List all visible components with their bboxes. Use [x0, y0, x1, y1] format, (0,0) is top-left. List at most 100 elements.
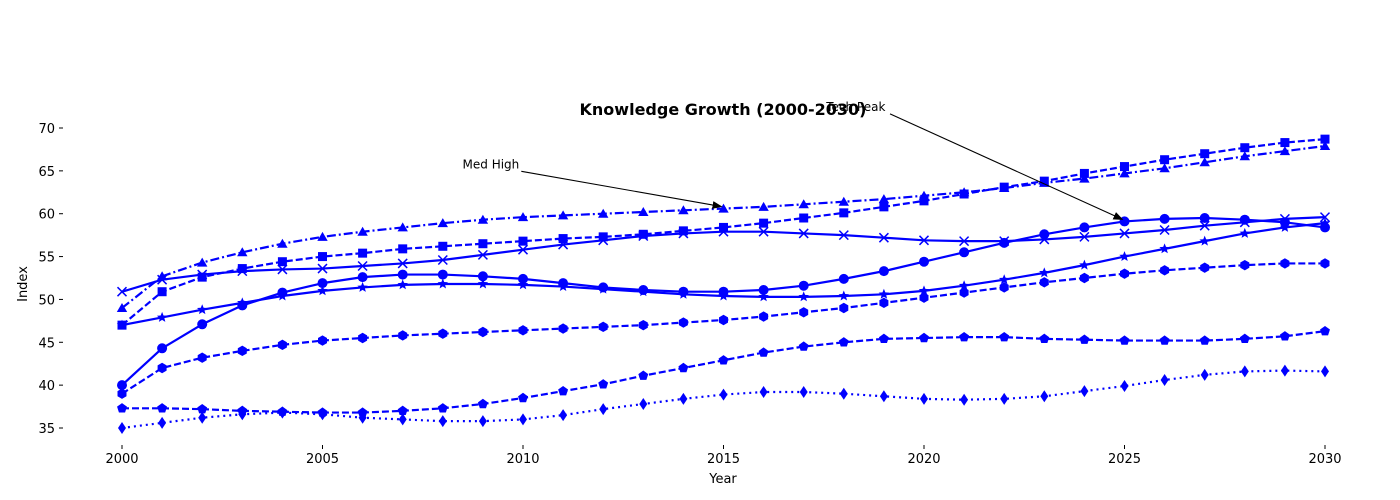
data-point [398, 413, 407, 426]
data-point [1120, 380, 1129, 392]
data-point [1159, 163, 1170, 173]
data-point [1200, 368, 1209, 381]
data-point [517, 279, 529, 290]
data-point [1079, 272, 1089, 284]
data-point [117, 403, 127, 413]
data-point [1079, 259, 1090, 270]
y-tick-label: 65 [38, 165, 55, 180]
data-point [878, 194, 890, 204]
data-point [437, 403, 448, 413]
data-point [1319, 217, 1331, 228]
data-point [719, 388, 728, 401]
x-axis: 2000 2005 2010 2015 2020 2025 2030 [105, 445, 1342, 467]
data-point [798, 280, 809, 291]
data-point [638, 207, 649, 216]
data-point [1199, 235, 1210, 246]
data-point [598, 379, 609, 389]
data-point [799, 307, 809, 318]
data-point [558, 385, 569, 396]
data-point [1039, 176, 1049, 186]
annotation-arrow [889, 113, 1124, 220]
data-point [599, 403, 608, 416]
x-tick-label: 2010 [506, 452, 539, 467]
data-point [838, 290, 850, 301]
data-point [1160, 265, 1170, 276]
data-point [1240, 143, 1250, 153]
data-point [1239, 151, 1250, 161]
data-point [1321, 365, 1329, 378]
data-point [718, 290, 729, 301]
data-point [1079, 168, 1089, 178]
data-point [438, 415, 447, 428]
data-point [397, 279, 408, 290]
series-8 [118, 364, 1329, 434]
data-point [959, 236, 970, 247]
data-point [918, 285, 930, 296]
data-point [838, 273, 849, 284]
data-point [998, 274, 1010, 285]
data-point [1279, 146, 1291, 156]
data-point [879, 390, 888, 403]
data-point [597, 283, 609, 294]
data-point [559, 409, 568, 422]
data-point [478, 326, 488, 338]
data-point [1199, 213, 1210, 223]
y-axis: 35 40 45 50 55 60 65 70 [38, 122, 63, 437]
data-point [1319, 141, 1331, 150]
data-point [1119, 228, 1130, 239]
data-point [799, 386, 808, 398]
data-point [1239, 217, 1250, 228]
data-point [1039, 277, 1049, 288]
data-point [116, 303, 128, 312]
x-tick-label: 2015 [707, 452, 740, 467]
data-point [358, 332, 368, 344]
y-tick-label: 60 [38, 208, 55, 223]
data-point [838, 196, 849, 206]
y-tick-label: 55 [38, 251, 55, 266]
data-point [999, 182, 1009, 192]
data-point [1120, 162, 1129, 172]
data-point [959, 189, 969, 199]
annotations: Tech Peak Med High [463, 100, 1124, 220]
data-point [157, 343, 168, 354]
data-point [758, 291, 769, 302]
data-point [878, 232, 889, 243]
x-tick-label: 2005 [306, 452, 339, 467]
data-point [437, 218, 448, 228]
data-point [918, 235, 930, 246]
chart-title: Knowledge Growth (2000-2030) [580, 100, 867, 119]
data-point [718, 355, 729, 365]
data-point [1199, 157, 1210, 167]
data-point [999, 331, 1010, 342]
series-7 [117, 325, 1330, 417]
data-point [679, 392, 688, 405]
data-point [1119, 216, 1130, 227]
data-point [358, 248, 368, 258]
data-point [960, 393, 969, 406]
data-point [478, 415, 487, 428]
data-point [477, 249, 488, 260]
data-point [157, 287, 167, 297]
x-tick-label: 2030 [1308, 452, 1341, 467]
data-point [759, 386, 768, 398]
data-point [357, 260, 368, 272]
data-point [318, 252, 327, 262]
data-point [678, 317, 688, 328]
data-point [156, 311, 168, 322]
data-point [1079, 231, 1090, 242]
series-4 [116, 141, 1331, 312]
data-point [919, 332, 929, 343]
data-point [117, 320, 127, 330]
data-point [959, 287, 969, 298]
data-point [1039, 267, 1050, 278]
data-point [638, 286, 649, 297]
data-point [519, 413, 527, 426]
series-3 [116, 217, 1331, 330]
data-point [317, 231, 328, 241]
data-point [397, 405, 408, 416]
data-point [798, 228, 809, 239]
x-axis-label: Year [708, 472, 737, 487]
data-point [919, 292, 929, 303]
data-point [397, 269, 408, 280]
data-point [1119, 335, 1130, 345]
